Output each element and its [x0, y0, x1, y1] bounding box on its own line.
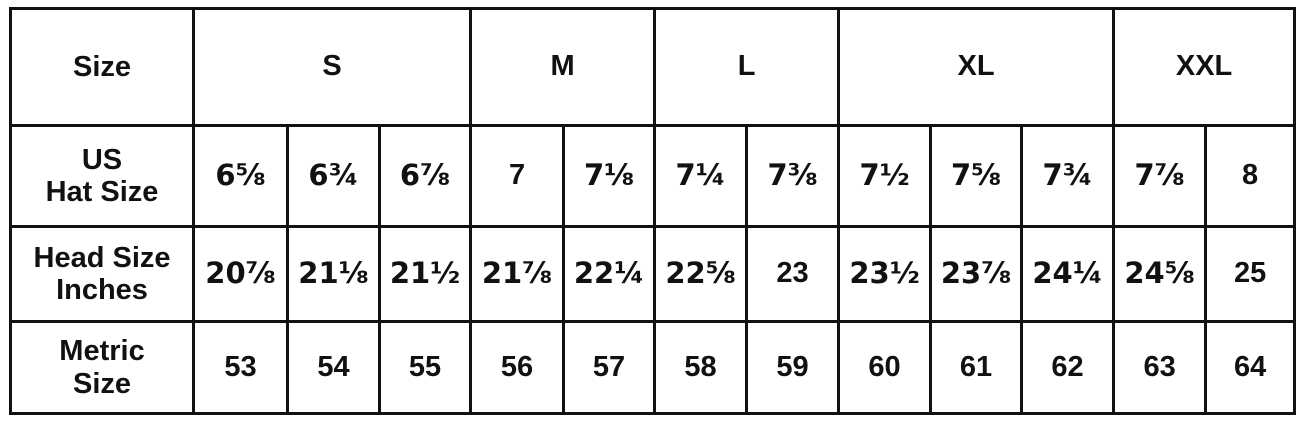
row-label-line2: Size: [72, 367, 132, 400]
size-cell: 23⅞: [929, 225, 1024, 323]
row-label-line2: Inches: [56, 274, 148, 306]
row-label: Head Size Inches: [9, 225, 195, 323]
size-cell: 62: [1020, 320, 1116, 415]
group-xxl: XXL: [1112, 7, 1297, 127]
size-cell: 22¼: [562, 225, 657, 323]
size-cell: 24¼: [1020, 225, 1116, 323]
row-label-line1: Head Size: [33, 241, 171, 274]
size-cell: 58: [653, 320, 749, 415]
size-cell: 61: [929, 320, 1024, 415]
size-cell: 8: [1204, 124, 1297, 228]
size-cell: 21½: [377, 225, 473, 323]
size-cell: 56: [469, 320, 566, 415]
size-cell: 54: [286, 320, 381, 415]
size-cell: 25: [1204, 225, 1297, 323]
size-cell: 57: [562, 320, 657, 415]
metric-size-row: Metric Size 53 54 55 56 57 58 59 60 61 62 63 64: [9, 320, 1297, 415]
size-cell: 23: [745, 225, 841, 323]
size-cell: 6¾: [286, 124, 381, 228]
size-cell: 7½: [837, 124, 933, 228]
row-label: Metric Size: [9, 320, 195, 415]
size-cell: 21⅛: [286, 225, 381, 323]
row-label-line1: Metric: [59, 335, 145, 368]
size-cell: 20⅞: [192, 225, 289, 323]
size-cell: 24⅝: [1112, 225, 1208, 323]
size-cell: 6⅝: [192, 124, 289, 228]
size-cell: 7⅝: [929, 124, 1024, 228]
size-cell: 63: [1112, 320, 1208, 415]
us-hat-size-row: US Hat Size 6⅝ 6¾ 6⅞ 7 7⅛ 7¼ 7⅜ 7½ 7⅝ 7¾ 7⅞ 8: [9, 124, 1297, 228]
size-header: Size: [9, 7, 195, 127]
size-cell: 22⅝: [653, 225, 749, 323]
size-cell: 7¼: [653, 124, 749, 228]
group-s: S: [191, 7, 473, 127]
size-cell: 7⅛: [562, 124, 657, 228]
group-xl: XL: [837, 7, 1116, 127]
group-m: M: [469, 7, 657, 127]
size-cell: 6⅞: [377, 124, 473, 228]
size-cell: 53: [192, 320, 289, 415]
row-label-line1: US: [81, 143, 123, 176]
size-cell: 7: [469, 124, 566, 228]
header-row: Size S M L XL XXL: [9, 7, 1297, 127]
head-size-inches-row: Head Size Inches 20⅞ 21⅛ 21½ 21⅞ 22¼ 22⅝ 23 23½ 23…: [9, 225, 1297, 323]
size-cell: 64: [1204, 320, 1297, 415]
group-l: L: [653, 7, 841, 127]
size-cell: 7⅞: [1112, 124, 1208, 228]
row-label: US Hat Size: [9, 124, 195, 228]
size-cell: 21⅞: [469, 225, 566, 323]
hat-size-chart: Size S M L XL XXL US Hat Size 6⅝ 6¾ 6⅞ 7 7⅛ 7¼ 7…: [9, 7, 1297, 415]
size-cell: 55: [377, 320, 473, 415]
size-cell: 59: [745, 320, 841, 415]
size-cell: 7¾: [1020, 124, 1116, 228]
size-cell: 7⅜: [745, 124, 841, 228]
size-cell: 23½: [837, 225, 933, 323]
size-cell: 60: [837, 320, 933, 415]
row-label-line2: Hat Size: [45, 176, 159, 208]
